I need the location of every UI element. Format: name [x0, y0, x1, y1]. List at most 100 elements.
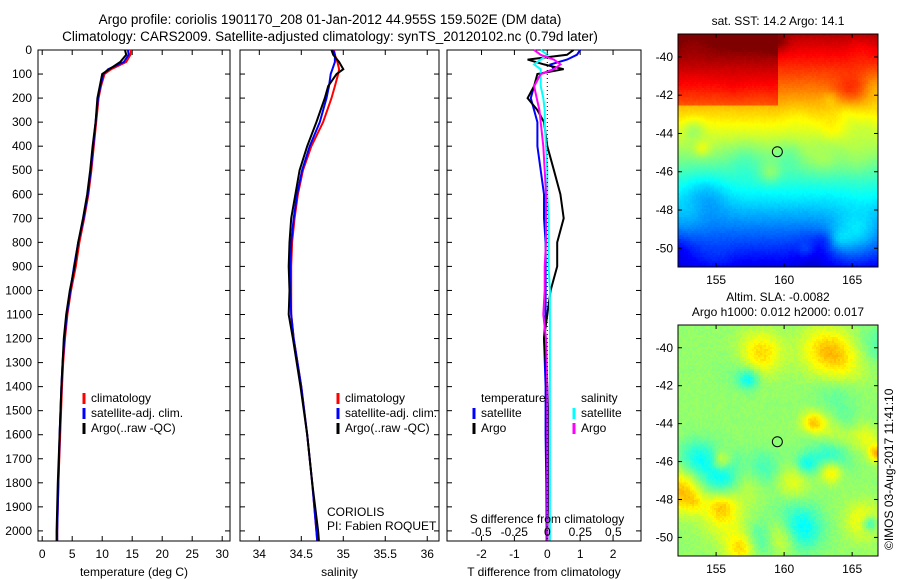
s-diff-tick-label: -0.5: [471, 525, 492, 539]
diff-legend-temperature-header: temperature: [481, 391, 546, 405]
difference-xtick-label: -2: [476, 547, 487, 561]
diff-legend-salinity-label: satellite: [581, 406, 622, 420]
diff-legend-temperature-label: satellite: [481, 406, 522, 420]
temperature-legend-label: satellite-adj. clim.: [91, 406, 183, 420]
timestamp: ©IMOS 03-Aug-2017 11:41:10: [882, 388, 896, 550]
temperature-series-satellite-adj-clim-: [56, 49, 130, 541]
s-diff-tick-label: 0: [544, 525, 551, 539]
sla-map-title-line1: Altim. SLA: -0.0082: [726, 290, 830, 304]
depth-tick-label: 1700: [5, 452, 32, 466]
temperature-legend-label: climatology: [91, 391, 151, 405]
sla-map-title-line2: Argo h1000: 0.012 h2000: 0.017: [692, 305, 864, 319]
sla_map-frame: [677, 324, 879, 557]
difference-frame: [446, 49, 642, 542]
sla_map-ytick-label: -42: [656, 379, 674, 393]
depth-tick-label: 1900: [5, 500, 32, 514]
sla_map-xtick-label: 155: [706, 562, 726, 576]
salinity-legend-label: Argo(..raw -QC): [345, 421, 430, 435]
depth-tick-label: 600: [12, 187, 32, 201]
sla_map-ytick-label: -48: [656, 492, 674, 506]
salinity-xtick-label: 35: [337, 547, 351, 561]
sst_map-ytick-label: -48: [656, 203, 674, 217]
s-diff-tick-label: 0.25: [569, 525, 593, 539]
depth-tick-label: 400: [12, 139, 32, 153]
sla_map-xtick-label: 160: [774, 562, 794, 576]
salinity-xtick-label: 34: [253, 547, 267, 561]
difference-xtick-label: 2: [610, 547, 617, 561]
sst_map-ytick-label: -42: [656, 88, 674, 102]
s-diff-tick-label: -0.25: [501, 525, 529, 539]
temperature-xtick-label: 0: [39, 547, 46, 561]
salinity-xtick-label: 36: [421, 547, 435, 561]
sla_map-ytick-label: -46: [656, 455, 674, 469]
sla_map-argo-location-marker: [771, 436, 783, 448]
figure-title-line1: Argo profile: coriolis 1901170_208 01-Ja…: [98, 12, 562, 27]
salinity-legend-label: satellite-adj. clim.: [345, 406, 437, 420]
sst_map-ytick-label: -50: [656, 241, 674, 255]
temperature-legend-label: Argo(..raw -QC): [91, 421, 176, 435]
salinity-xtick-label: 35.5: [374, 547, 398, 561]
depth-tick-label: 900: [12, 259, 32, 273]
depth-tick-label: 1100: [6, 307, 32, 321]
depth-tick-label: 1800: [5, 476, 32, 490]
depth-tick-label: 300: [12, 115, 32, 129]
depth-tick-label: 1300: [5, 356, 32, 370]
difference-xtick-label: 1: [577, 547, 584, 561]
temperature-xtick-label: 20: [156, 547, 170, 561]
platform-label: CORIOLIS: [327, 505, 384, 519]
sla_map-xtick-label: 165: [842, 562, 862, 576]
sst_map-xtick-label: 155: [706, 273, 726, 287]
depth-tick-label: 500: [12, 163, 32, 177]
depth-tick-label: 1400: [5, 380, 32, 394]
temperature-xtick-label: 30: [216, 547, 230, 561]
salinity-series-satellite-adj-clim-: [289, 49, 336, 541]
temperature-xtick-label: 25: [186, 547, 200, 561]
s-diff-tick-label: 0.5: [605, 525, 622, 539]
depth-tick-label: 0: [25, 43, 32, 57]
sla_map-ytick-label: -40: [656, 341, 674, 355]
difference-xtick-label: -1: [509, 547, 520, 561]
depth-tick-label: 200: [12, 91, 32, 105]
pi-label: PI: Fabien ROQUET: [327, 519, 437, 533]
depth-tick-label: 800: [12, 235, 32, 249]
temperature-xtick-label: 10: [96, 547, 110, 561]
sst_map-ytick-label: -46: [656, 165, 674, 179]
sla-map-image: [678, 325, 878, 556]
depth-tick-label: 700: [12, 211, 32, 225]
temperature-xtick-label: 15: [126, 547, 140, 561]
sst_map-xtick-label: 160: [774, 273, 794, 287]
difference-xtick-label: 0: [544, 547, 551, 561]
temperature-xtick-label: 5: [69, 547, 76, 561]
difference-series-t-satellite: [529, 49, 582, 541]
sla_map-ytick-label: -44: [656, 417, 674, 431]
sst-map-image: [678, 34, 878, 267]
diff-legend-salinity-header: salinity: [581, 391, 618, 405]
sst_map-ytick-label: -40: [656, 50, 674, 64]
temperature-frame: [37, 49, 231, 542]
sst-map-title: sat. SST: 14.2 Argo: 14.1: [712, 14, 845, 28]
sst_map-ytick-label: -44: [656, 126, 674, 140]
depth-tick-label: 100: [12, 67, 32, 81]
temperature-series-argo-raw-qc-: [55, 49, 128, 541]
salinity-series-argo-raw-qc-: [287, 49, 345, 541]
s-diff-axis-label: S difference from climatology: [470, 512, 625, 526]
salinity-xlabel: salinity: [321, 565, 358, 579]
sst_map-xtick-label: 165: [842, 273, 862, 287]
difference-xlabel: T difference from climatology: [467, 565, 621, 579]
depth-tick-label: 2000: [5, 524, 32, 538]
figure-title-line2: Climatology: CARS2009. Satellite-adjuste…: [62, 29, 598, 44]
salinity-frame: [239, 49, 440, 542]
depth-tick-label: 1000: [5, 283, 32, 297]
salinity-legend-label: climatology: [345, 391, 405, 405]
salinity-xtick-label: 34.5: [290, 547, 314, 561]
diff-legend-temperature-label: Argo: [481, 421, 507, 435]
sst_map-argo-location-marker: [771, 146, 783, 158]
sst_map-frame: [677, 33, 879, 268]
depth-tick-label: 1200: [5, 332, 32, 346]
diff-legend-salinity-label: Argo: [581, 421, 607, 435]
depth-tick-label: 1600: [5, 428, 32, 442]
temperature-xlabel: temperature (deg C): [80, 565, 188, 579]
sla_map-ytick-label: -50: [656, 530, 674, 544]
